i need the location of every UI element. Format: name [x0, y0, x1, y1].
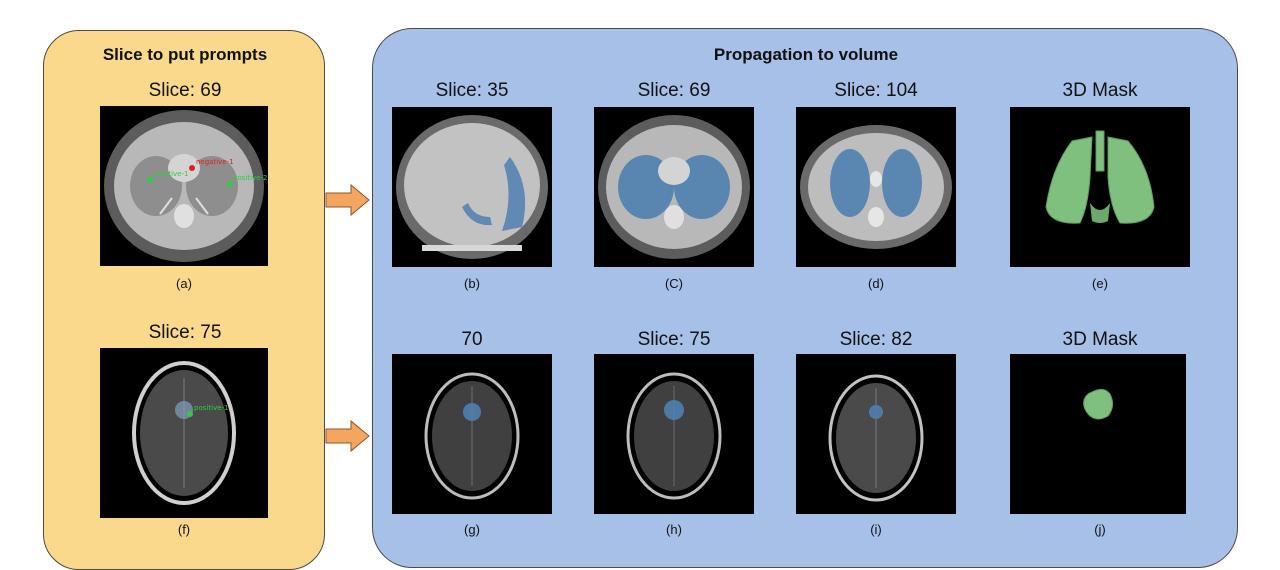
- caption-i: (i): [870, 522, 882, 537]
- ct-slice-69-image: [594, 107, 754, 267]
- ct-chest-prompt-image: negative-1 positive-1 positive-2: [100, 106, 268, 266]
- propagation-panel-title: Propagation to volume: [713, 45, 899, 64]
- ct-slice-104-image: [796, 107, 956, 267]
- slice-title-g: 70: [461, 329, 483, 350]
- caption-h: (h): [666, 522, 682, 537]
- caption-b: (b): [464, 276, 480, 291]
- caption-e: (e): [1092, 276, 1108, 291]
- slice-title-j: 3D Mask: [1062, 329, 1138, 350]
- tumor-3d-mask-image: [1010, 354, 1186, 514]
- slice-title-e: 3D Mask: [1062, 80, 1138, 101]
- prompt-panel-title: Slice to put prompts: [102, 45, 268, 64]
- mri-slice-75-image: [594, 354, 754, 514]
- slice-title-c: Slice: 69: [637, 80, 711, 101]
- prompt-label-positive-1: positive-1: [154, 170, 188, 178]
- mri-slice-70-image: [392, 354, 552, 514]
- caption-c: (C): [664, 276, 684, 291]
- caption-g: (g): [464, 522, 480, 537]
- right-arrow-icon: [325, 183, 370, 217]
- slice-title-f: Slice: 75: [148, 322, 222, 343]
- ct-slice-35-image: [392, 107, 552, 267]
- caption-a: (a): [176, 276, 192, 291]
- lung-3d-mask-image: [1010, 107, 1190, 267]
- slice-title-a: Slice: 69: [148, 80, 222, 101]
- prompt-label-positive-2: positive-2: [233, 174, 267, 182]
- prompt-label-positive-1-mri: positive-1: [194, 404, 228, 412]
- mri-slice-82-image: [796, 354, 956, 514]
- prompt-label-negative-1: negative-1: [196, 158, 234, 166]
- caption-d: (d): [868, 276, 884, 291]
- mri-brain-prompt-image: positive-1: [100, 348, 268, 518]
- caption-j: (j): [1094, 522, 1106, 537]
- slice-title-d: Slice: 104: [834, 80, 918, 101]
- right-arrow-icon: [325, 419, 370, 453]
- slice-title-i: Slice: 82: [839, 329, 913, 350]
- slice-title-h: Slice: 75: [637, 329, 711, 350]
- slice-title-b: Slice: 35: [435, 80, 509, 101]
- caption-f: (f): [177, 522, 191, 537]
